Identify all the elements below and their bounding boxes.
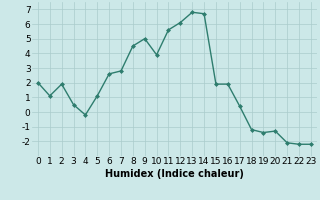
X-axis label: Humidex (Indice chaleur): Humidex (Indice chaleur) [105, 169, 244, 179]
